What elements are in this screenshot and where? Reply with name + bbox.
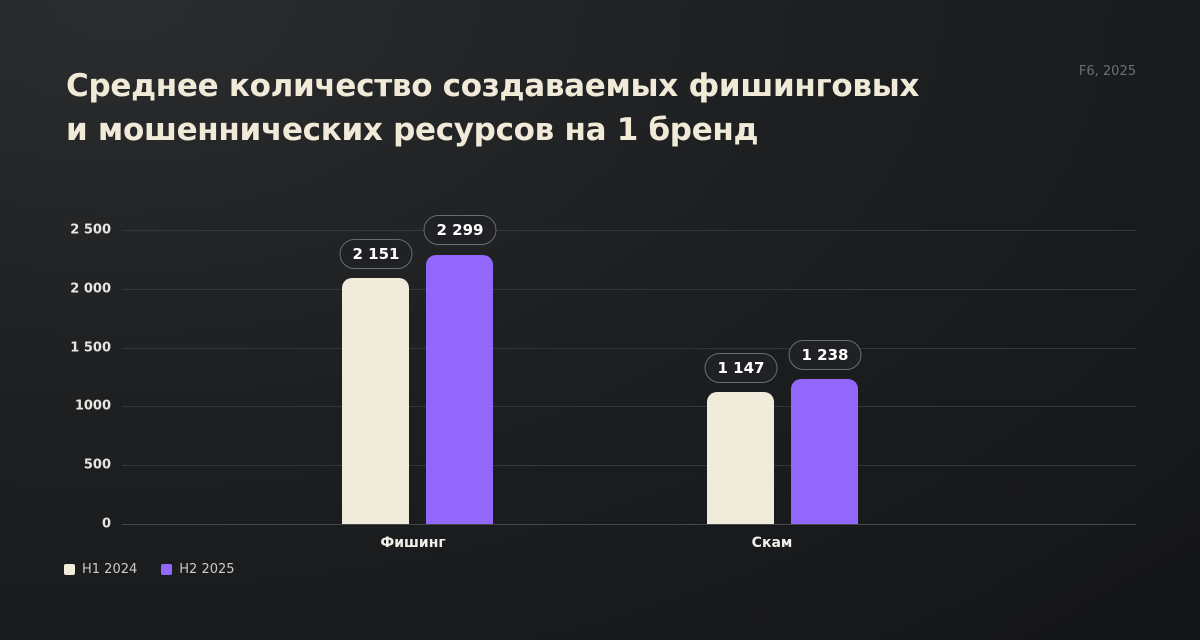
bar-phishing-h1-2024 xyxy=(342,278,409,524)
chart-title-line-2: и мошеннических ресурсов на 1 бренд xyxy=(66,112,759,148)
gridline-2500 xyxy=(122,230,1136,231)
bar-phishing-h2-2025 xyxy=(426,255,493,524)
y-tick-label: 2 500 xyxy=(70,222,111,238)
legend-swatch-icon xyxy=(161,564,173,575)
legend-item-h2-2025: H2 2025 xyxy=(161,562,235,577)
chart-title-line-1: Среднее количество создаваемых фишинговы… xyxy=(66,68,920,104)
x-category-phishing: Фишинг xyxy=(380,535,446,551)
gridline-2000 xyxy=(122,289,1136,290)
legend: H1 2024 H2 2025 xyxy=(64,562,235,577)
gridline-500 xyxy=(122,465,1136,466)
source-label: F6, 2025 xyxy=(1078,64,1136,79)
value-label-scam-h2: 1 238 xyxy=(788,340,862,370)
y-tick-label: 1000 xyxy=(74,398,111,414)
gridline-1500 xyxy=(122,348,1136,349)
y-tick-label: 1 500 xyxy=(70,340,111,356)
x-axis-baseline xyxy=(122,524,1136,525)
legend-swatch-icon xyxy=(64,564,75,575)
value-label-phishing-h2: 2 299 xyxy=(423,215,497,245)
chart-title: Среднее количество создаваемых фишинговы… xyxy=(66,64,919,152)
y-tick-label: 500 xyxy=(83,457,111,473)
legend-label: H2 2025 xyxy=(179,562,235,577)
bar-scam-h1-2024 xyxy=(707,392,774,524)
x-category-scam: Скам xyxy=(751,535,793,551)
legend-item-h1-2024: H1 2024 xyxy=(64,562,137,577)
gridline-1000 xyxy=(122,406,1136,407)
y-tick-label: 0 xyxy=(101,516,111,532)
value-label-scam-h1: 1 147 xyxy=(704,353,778,383)
value-label-phishing-h1: 2 151 xyxy=(339,239,413,269)
bar-scam-h2-2025 xyxy=(791,379,858,524)
legend-label: H1 2024 xyxy=(82,562,138,577)
y-tick-label: 2 000 xyxy=(70,281,111,297)
